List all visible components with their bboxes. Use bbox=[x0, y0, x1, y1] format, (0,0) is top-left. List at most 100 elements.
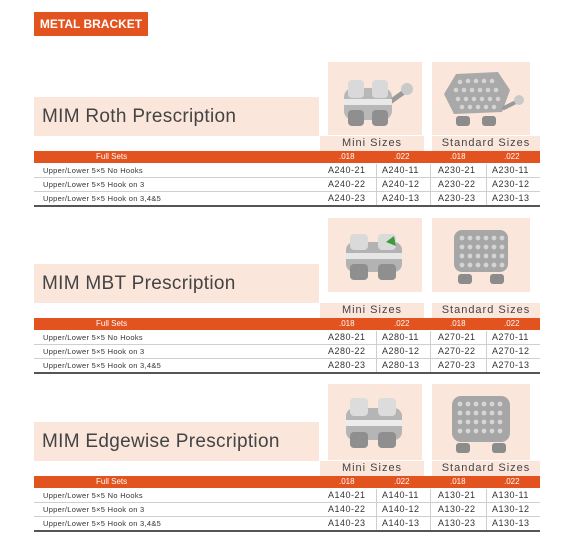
slot-size: .022 bbox=[504, 477, 520, 486]
edgewise-title: MIM Edgewise Prescription bbox=[42, 431, 280, 452]
row-description: Upper/Lower 5×5 Hook on 3,4&5 bbox=[43, 194, 162, 203]
part-number: A270-12 bbox=[492, 346, 530, 356]
part-number: A240-22 bbox=[328, 179, 366, 189]
slot-size: .022 bbox=[504, 319, 520, 328]
part-number: A140-22 bbox=[328, 504, 366, 514]
part-number: A270-11 bbox=[492, 332, 529, 342]
part-number: A130-23 bbox=[438, 518, 476, 528]
mbt-title: MIM MBT Prescription bbox=[42, 273, 236, 294]
roth-mini-bracket-image bbox=[328, 62, 422, 135]
part-number: A140-13 bbox=[382, 518, 420, 528]
slot-size: .018 bbox=[450, 319, 466, 328]
row-description: Upper/Lower 5×5 No Hooks bbox=[43, 491, 143, 500]
row-description: Upper/Lower 5×5 No Hooks bbox=[43, 333, 143, 342]
metal-bracket-badge: METAL BRACKET bbox=[34, 12, 148, 36]
part-number: A130-22 bbox=[438, 504, 476, 514]
mbt-standard-sizes-label: Standard Sizes bbox=[432, 303, 540, 318]
part-number: A270-23 bbox=[438, 360, 476, 370]
part-number: A240-21 bbox=[328, 165, 366, 175]
slot-size: .018 bbox=[339, 319, 355, 328]
part-number: A230-22 bbox=[438, 179, 476, 189]
table-row: Upper/Lower 5×5 Hook on 3 A240-22 A240-1… bbox=[34, 178, 540, 192]
part-number: A130-13 bbox=[492, 518, 530, 528]
edgewise-section: MIM Edgewise Prescription Mini Sizes Sta… bbox=[34, 384, 540, 534]
mbt-mini-sizes-label: Mini Sizes bbox=[320, 303, 424, 318]
edgewise-standard-sizes-label: Standard Sizes bbox=[432, 461, 540, 476]
table-row: Upper/Lower 5×5 Hook on 3,4&5 A240-23 A2… bbox=[34, 192, 540, 207]
roth-title-band: MIM Roth Prescription bbox=[34, 97, 319, 136]
slot-size: .022 bbox=[394, 477, 410, 486]
roth-title: MIM Roth Prescription bbox=[42, 106, 237, 127]
part-number: A230-11 bbox=[492, 165, 529, 175]
column-divider bbox=[376, 164, 377, 205]
full-sets-label: Full Sets bbox=[96, 319, 128, 328]
column-divider bbox=[486, 331, 487, 372]
table-row: Upper/Lower 5×5 No Hooks A240-21 A240-11… bbox=[34, 164, 540, 178]
part-number: A280-21 bbox=[328, 332, 366, 342]
edgewise-mini-bracket-image bbox=[328, 384, 422, 460]
edgewise-title-band: MIM Edgewise Prescription bbox=[34, 422, 319, 461]
roth-section: MIM Roth Prescription bbox=[34, 60, 540, 210]
row-description: Upper/Lower 5×5 No Hooks bbox=[43, 166, 143, 175]
part-number: A130-12 bbox=[492, 504, 530, 514]
part-number: A230-13 bbox=[492, 193, 530, 203]
column-divider bbox=[376, 489, 377, 530]
part-number: A270-13 bbox=[492, 360, 530, 370]
table-row: Upper/Lower 5×5 No Hooks A140-21 A140-11… bbox=[34, 489, 540, 503]
table-row: Upper/Lower 5×5 No Hooks A280-21 A280-11… bbox=[34, 331, 540, 345]
part-number: A280-12 bbox=[382, 346, 420, 356]
slot-size: .018 bbox=[450, 477, 466, 486]
table-row: Upper/Lower 5×5 Hook on 3,4&5 A280-23 A2… bbox=[34, 359, 540, 374]
part-number: A140-23 bbox=[328, 518, 366, 528]
slot-size: .022 bbox=[394, 152, 410, 161]
part-number: A230-23 bbox=[438, 193, 476, 203]
part-number: A280-22 bbox=[328, 346, 366, 356]
part-number: A230-21 bbox=[438, 165, 476, 175]
slot-size: .022 bbox=[394, 319, 410, 328]
part-number: A280-23 bbox=[328, 360, 366, 370]
part-number: A230-12 bbox=[492, 179, 530, 189]
part-number: A240-12 bbox=[382, 179, 420, 189]
mbt-title-band: MIM MBT Prescription bbox=[34, 264, 319, 303]
part-number: A140-12 bbox=[382, 504, 420, 514]
edgewise-standard-bracket-image bbox=[432, 384, 530, 460]
mbt-mini-bracket-image bbox=[328, 218, 422, 292]
column-divider bbox=[430, 489, 431, 530]
table-row: Upper/Lower 5×5 Hook on 3,4&5 A140-23 A1… bbox=[34, 517, 540, 532]
part-number: A140-21 bbox=[328, 490, 366, 500]
full-sets-label: Full Sets bbox=[96, 152, 128, 161]
row-description: Upper/Lower 5×5 Hook on 3,4&5 bbox=[43, 519, 162, 528]
edgewise-mini-sizes-label: Mini Sizes bbox=[320, 461, 424, 476]
part-number: A240-13 bbox=[382, 193, 420, 203]
part-number: A280-13 bbox=[382, 360, 420, 370]
column-divider bbox=[376, 331, 377, 372]
roth-mini-sizes-label: Mini Sizes bbox=[320, 136, 424, 151]
part-number: A140-11 bbox=[382, 490, 419, 500]
edgewise-full-sets-row: Full Sets .018 .022 .018 .022 bbox=[34, 476, 540, 488]
slot-size: .018 bbox=[339, 477, 355, 486]
part-number: A130-11 bbox=[492, 490, 529, 500]
mbt-full-sets-row: Full Sets .018 .022 .018 .022 bbox=[34, 318, 540, 330]
part-number: A130-21 bbox=[438, 490, 476, 500]
roth-standard-bracket-image bbox=[432, 62, 530, 135]
part-number: A240-23 bbox=[328, 193, 366, 203]
row-description: Upper/Lower 5×5 Hook on 3 bbox=[43, 505, 145, 514]
part-number: A270-22 bbox=[438, 346, 476, 356]
slot-size: .018 bbox=[450, 152, 466, 161]
slot-size: .022 bbox=[504, 152, 520, 161]
part-number: A280-11 bbox=[382, 332, 419, 342]
roth-full-sets-row: Full Sets .018 .022 .018 .022 bbox=[34, 151, 540, 163]
column-divider bbox=[486, 164, 487, 205]
mbt-section: MIM MBT Prescription Mini Sizes Standard bbox=[34, 218, 540, 378]
column-divider bbox=[486, 489, 487, 530]
row-description: Upper/Lower 5×5 Hook on 3,4&5 bbox=[43, 361, 162, 370]
mbt-standard-bracket-image bbox=[432, 218, 530, 292]
column-divider bbox=[430, 164, 431, 205]
part-number: A270-21 bbox=[438, 332, 476, 342]
row-description: Upper/Lower 5×5 Hook on 3 bbox=[43, 180, 145, 189]
table-row: Upper/Lower 5×5 Hook on 3 A140-22 A140-1… bbox=[34, 503, 540, 517]
slot-size: .018 bbox=[339, 152, 355, 161]
part-number: A240-11 bbox=[382, 165, 419, 175]
roth-standard-sizes-label: Standard Sizes bbox=[432, 136, 540, 151]
column-divider bbox=[430, 331, 431, 372]
